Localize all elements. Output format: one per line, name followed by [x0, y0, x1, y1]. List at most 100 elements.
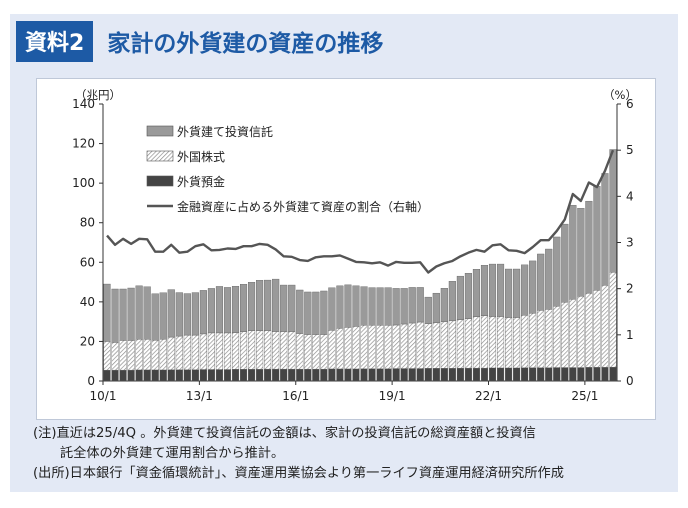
bar-foreign-stocks [529, 313, 537, 368]
bar-deposits [248, 369, 256, 382]
bar-deposits [505, 367, 513, 382]
bar-foreign-funds [264, 279, 272, 331]
x-tick-label: 13/1 [186, 389, 213, 403]
bar-deposits [167, 369, 175, 382]
bar-foreign-funds [448, 281, 456, 322]
legend-foreign-stocks-label: 外国株式 [177, 149, 225, 164]
bar-foreign-funds [400, 288, 408, 325]
bar-foreign-funds [215, 286, 224, 334]
bar-foreign-funds [440, 288, 448, 323]
bar-foreign-funds [127, 287, 135, 341]
bar-foreign-funds [392, 288, 400, 326]
bar-foreign-stocks [328, 330, 336, 370]
legend-foreign-funds-swatch [146, 125, 174, 137]
bar-deposits [472, 367, 481, 382]
bar-deposits [513, 367, 521, 382]
bar-foreign-funds [183, 293, 191, 336]
bar-deposits [215, 369, 224, 382]
bar-deposits [151, 369, 159, 382]
bar-foreign-funds [585, 200, 593, 294]
bar-foreign-funds [408, 287, 416, 324]
bar-foreign-stocks [521, 315, 529, 368]
bar-foreign-funds [231, 286, 240, 333]
stacked-bar-line-chart: 0 20 40 60 80 100 120 140 0 1 2 3 4 5 6 （兆円） （%） 10/1 13/1… [72, 88, 637, 403]
bar-foreign-stocks [336, 328, 344, 370]
x-tick-label: 22/1 [475, 389, 502, 403]
bar-foreign-stocks [223, 332, 232, 370]
bar-deposits [569, 367, 577, 382]
bar-foreign-stocks [376, 325, 384, 369]
bar-foreign-stocks [488, 316, 497, 369]
bar-foreign-funds [272, 278, 280, 332]
bar-foreign-stocks [408, 322, 416, 369]
x-tick-label: 19/1 [379, 389, 406, 403]
y-right-axis-unit: （%） [603, 88, 637, 102]
bar-deposits [440, 368, 448, 382]
bar-deposits [408, 368, 416, 382]
y-right-tick-label: 1 [626, 328, 634, 342]
bar-foreign-funds [464, 272, 472, 319]
bar-foreign-funds [352, 285, 360, 327]
y-right-tick-label: 0 [626, 374, 634, 388]
bar-foreign-stocks [464, 318, 472, 369]
bar-foreign-stocks [111, 342, 119, 371]
bar-foreign-funds [135, 285, 143, 340]
bar-foreign-stocks [416, 321, 424, 369]
bar-foreign-funds [167, 289, 175, 338]
bar-deposits [577, 367, 585, 382]
legend-deposits-swatch [146, 175, 174, 187]
source-line: (出所)日本銀行「資金循環統計」、資産運用業協会より第一ライフ資産運用経済研究所… [33, 466, 564, 481]
legend-foreign-funds-label: 外貨建て投資信託 [177, 124, 273, 139]
bar-foreign-stocks [151, 340, 159, 371]
bar-foreign-funds [320, 290, 328, 335]
y-right-tick-label: 5 [626, 143, 634, 157]
bar-foreign-funds [480, 265, 489, 316]
bar-foreign-stocks [175, 335, 183, 370]
bar-foreign-funds [119, 288, 127, 341]
bar-deposits [143, 369, 151, 382]
bar-foreign-stocks [191, 334, 199, 370]
y-left-tick-label: 60 [80, 255, 95, 269]
bar-foreign-funds [159, 292, 167, 340]
bar-foreign-funds [505, 268, 513, 318]
bar-deposits [400, 368, 408, 382]
bar-foreign-funds [424, 296, 432, 324]
bar-foreign-funds [601, 173, 609, 286]
bar-foreign-stocks [352, 326, 360, 370]
bar-deposits [545, 367, 553, 382]
bar-foreign-stocks [239, 331, 248, 370]
bar-foreign-stocks [585, 292, 593, 368]
bar-foreign-funds [593, 186, 601, 291]
bar-foreign-stocks [296, 333, 304, 370]
x-tick-label: 25/1 [571, 389, 598, 403]
bar-foreign-funds [288, 284, 296, 332]
bar-foreign-funds [207, 288, 215, 334]
bar-foreign-funds [569, 205, 577, 300]
bar-deposits [553, 367, 561, 382]
bar-foreign-stocks [135, 339, 143, 371]
bar-deposits [336, 368, 344, 382]
bar-foreign-stocks [264, 330, 272, 370]
bar-foreign-stocks [320, 334, 328, 370]
bar-foreign-stocks [215, 332, 224, 370]
bar-deposits [529, 367, 537, 382]
bar-foreign-stocks [513, 317, 521, 369]
bar-foreign-funds [529, 260, 537, 314]
bar-foreign-funds [175, 292, 183, 337]
bar-foreign-funds [553, 236, 561, 307]
bar-deposits [159, 369, 167, 382]
y-left-tick-label: 0 [87, 374, 95, 388]
bar-deposits [280, 368, 288, 382]
series-line-foreign-asset-ratio [106, 149, 615, 274]
bar-foreign-funds [368, 287, 376, 326]
bar-deposits [304, 368, 312, 382]
bar-foreign-funds [360, 286, 368, 326]
bar-foreign-funds [103, 283, 111, 342]
bar-foreign-stocks [392, 324, 400, 369]
legend-foreign-stocks-swatch [146, 150, 174, 162]
bar-deposits [296, 368, 304, 382]
bar-foreign-stocks [248, 330, 256, 370]
bar-foreign-funds [577, 208, 585, 297]
bar-foreign-stocks [384, 325, 392, 369]
legend-ratio-line-label: 金融資産に占める外貨建て資産の割合（右軸） [177, 199, 429, 214]
